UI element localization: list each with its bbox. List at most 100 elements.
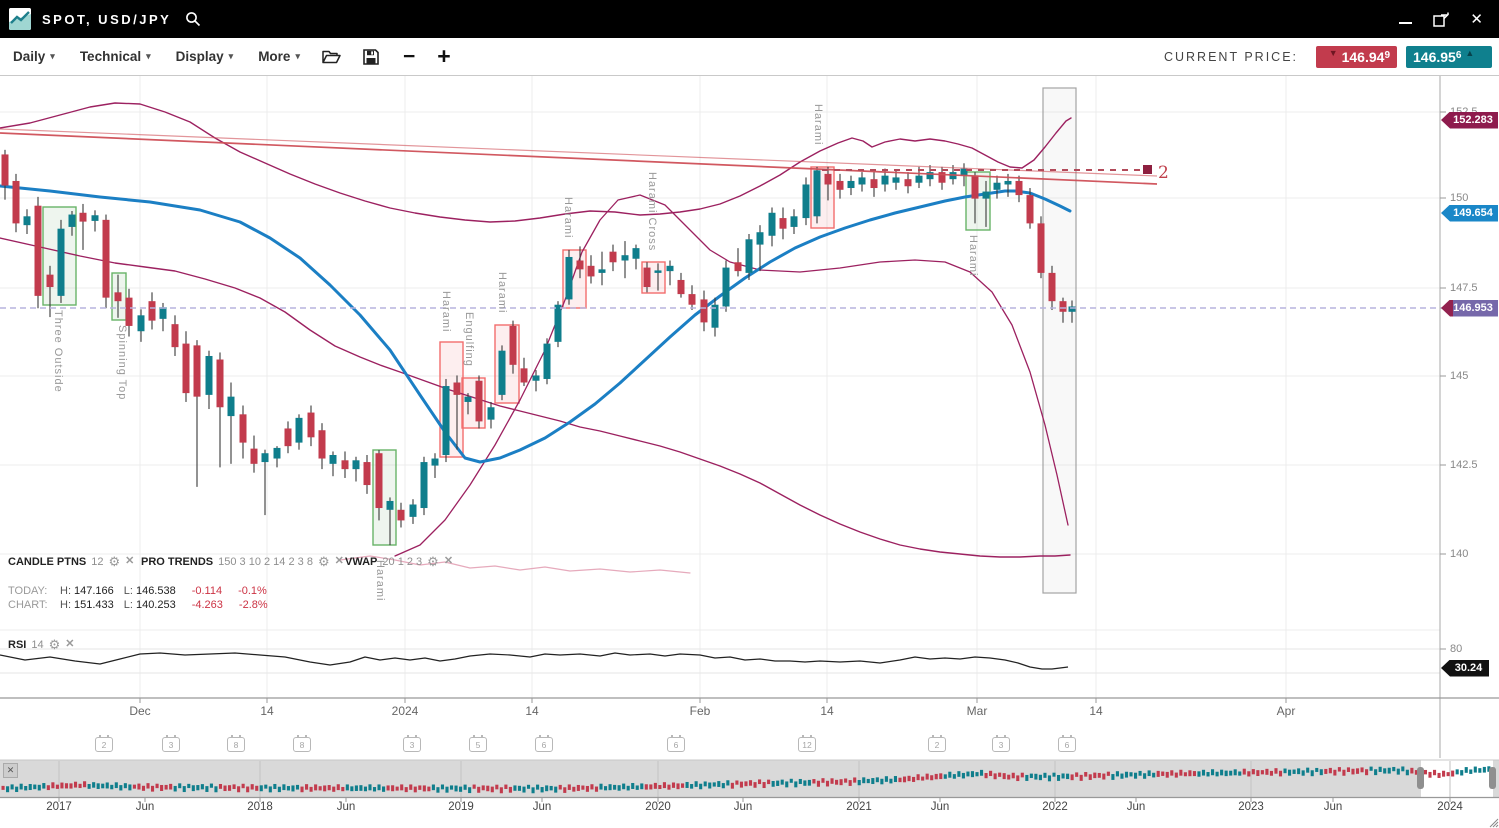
navigator-close-button[interactable]: ✕ [3, 763, 18, 778]
pattern-label: Harami [812, 104, 824, 146]
navigator-axis-label: Jun [733, 801, 753, 813]
today-stats-row: TODAY: H: 147.166 L: 146.538 -0.114 -0.1% [8, 585, 267, 597]
navigator-axis-label: Jun [336, 801, 356, 813]
ma-blue-line [0, 184, 1072, 464]
band-upper-line [0, 102, 1072, 223]
x-axis-label: 14 [260, 704, 274, 718]
menu-display[interactable]: Display ▾ [175, 49, 234, 64]
navigator-handle-right[interactable] [1489, 767, 1496, 789]
x-axis-label: 14 [820, 704, 834, 718]
pattern-count-badge[interactable]: 12 [798, 735, 816, 752]
band-lower-line [0, 237, 1071, 558]
close-icon[interactable]: ✕ [334, 555, 344, 567]
rsi-axis-tick: 80 [1450, 643, 1463, 655]
pattern-count-badge[interactable]: 6 [1058, 735, 1076, 752]
rsi-line [0, 652, 1069, 670]
chevron-down-icon: ▾ [50, 51, 55, 61]
open-folder-icon[interactable] [322, 49, 341, 64]
close-icon[interactable]: ✕ [65, 638, 75, 650]
gear-icon[interactable]: ⚙ [48, 637, 61, 652]
navigator-axis-label: Jun [532, 801, 552, 813]
current-price-label: CURRENT PRICE: [1163, 49, 1298, 64]
resize-corner-handle[interactable] [1489, 818, 1499, 828]
pattern-count-badge[interactable]: 2 [928, 735, 946, 752]
alert-line-handle[interactable] [1143, 165, 1152, 174]
gear-icon[interactable]: ⚙ [427, 554, 439, 569]
toolbar: Daily ▾ Technical ▾ Display ▾ More ▾ − + CUR… [0, 38, 1499, 76]
price-axis-badge: 149.654 [1441, 204, 1498, 222]
pattern-count-badge[interactable]: 2 [95, 735, 113, 752]
pattern-label: Harami [967, 235, 979, 277]
pattern-count-badge[interactable]: 3 [992, 735, 1010, 752]
chart-stats-row: CHART: H: 151.433 L: 140.253 -4.263 -2.8% [8, 599, 268, 611]
popout-window-icon[interactable] [1433, 12, 1450, 27]
pattern-label: Engulfing [463, 312, 475, 367]
bid-price-badge: ▼ 146.94 9 [1316, 45, 1397, 68]
pattern-count-badge[interactable]: 5 [469, 735, 487, 752]
pattern-label: Harami [440, 291, 452, 333]
pattern-count-badge[interactable]: 3 [162, 735, 180, 752]
chart-change-pct: -2.8% [238, 599, 268, 611]
x-axis-label: Feb [689, 704, 711, 718]
symbol-title: SPOT, USD/JPY [42, 11, 172, 27]
pattern-count-badge[interactable]: 8 [227, 735, 245, 752]
pattern-count-badge[interactable]: 8 [293, 735, 311, 752]
navigator-selection[interactable] [1421, 760, 1493, 797]
pattern-label: Spinning Top [116, 325, 128, 401]
x-axis-label: Apr [1276, 704, 1296, 718]
title-bar: SPOT, USD/JPY ✕ [0, 0, 1499, 38]
close-window-button[interactable]: ✕ [1470, 10, 1483, 28]
price-axis-tick: 145 [1450, 370, 1469, 382]
legend-vwap: VWAP 20 1 2 3 ⚙ ✕ [345, 554, 454, 569]
gear-icon[interactable]: ⚙ [317, 554, 330, 569]
price-axis-tick: 140 [1450, 548, 1469, 560]
menu-more[interactable]: More ▾ [258, 49, 300, 64]
rsi-value-badge: 30.24 [1441, 659, 1489, 677]
trend-line[interactable] [0, 128, 1158, 177]
chart-change: -4.263 [191, 599, 223, 611]
price-axis-tick: 142.5 [1450, 459, 1478, 471]
zoom-in-button[interactable]: + [437, 43, 451, 69]
minimize-button[interactable] [1399, 14, 1413, 24]
price-axis-badge: 146.953 [1441, 299, 1498, 317]
pattern-count-badge[interactable]: 6 [535, 735, 553, 752]
last-bars-highlight-box [1042, 87, 1077, 594]
today-change: -0.114 [191, 585, 223, 597]
pattern-label: Harami Cross [646, 172, 658, 252]
trend-line[interactable] [0, 132, 1158, 185]
zoom-out-button[interactable]: − [402, 44, 416, 68]
chevron-down-icon: ▾ [228, 51, 234, 61]
x-axis-label: 14 [525, 704, 539, 718]
navigator-axis-label: Jun [1126, 801, 1146, 813]
search-icon[interactable] [185, 11, 201, 27]
price-axis-tick: 150 [1450, 192, 1469, 204]
x-axis-label: 2024 [391, 704, 419, 718]
menu-daily[interactable]: Daily ▾ [13, 49, 55, 64]
pattern-count-badge[interactable]: 6 [667, 735, 685, 752]
legend-pro-trends: PRO TRENDS 150 3 10 2 14 2 3 8 ⚙ ✕ [141, 554, 344, 569]
navigator-axis-label: Jun [135, 801, 155, 813]
navigator-axis-label: 2018 [247, 801, 273, 813]
navigator-axis-label: 2022 [1042, 801, 1068, 813]
arrow-up-icon: ▲ [1465, 47, 1475, 58]
close-icon[interactable]: ✕ [443, 555, 454, 567]
alert-line-label: 2 [1158, 163, 1169, 183]
today-change-pct: -0.1% [238, 585, 267, 597]
navigator-axis-label: Jun [930, 801, 950, 813]
navigator-axis-label: 2023 [1238, 801, 1264, 813]
close-icon[interactable]: ✕ [125, 555, 135, 567]
navigator-handle-left[interactable] [1417, 767, 1424, 789]
x-axis-label: 14 [1089, 704, 1103, 718]
navigator-axis-label: 2021 [846, 801, 872, 813]
navigator-axis-label: 2019 [448, 801, 474, 813]
pattern-boxes [42, 166, 991, 546]
navigator-axis-label: 2017 [46, 801, 72, 813]
menu-technical[interactable]: Technical ▾ [79, 49, 151, 64]
gear-icon[interactable]: ⚙ [108, 554, 121, 569]
price-axis-badge: 152.283 [1441, 111, 1498, 129]
price-axis-tick: 147.5 [1450, 282, 1478, 294]
save-icon[interactable] [363, 48, 379, 65]
pattern-count-badge[interactable]: 3 [403, 735, 421, 752]
